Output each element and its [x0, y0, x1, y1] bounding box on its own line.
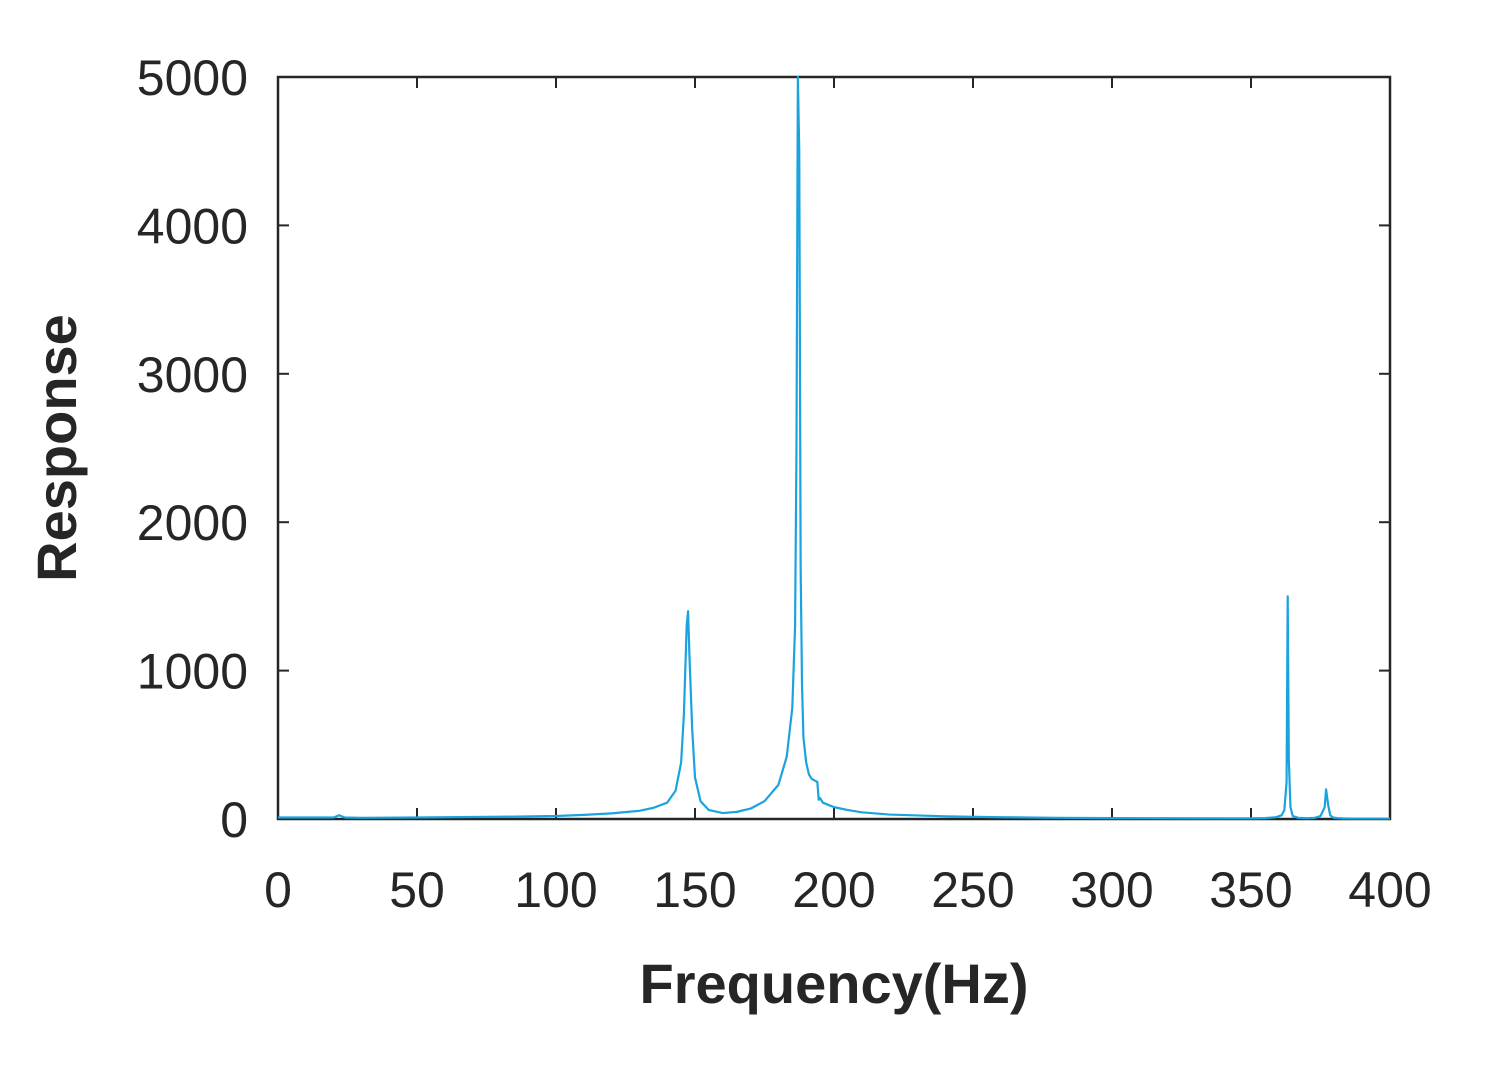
x-tick-label: 350: [1209, 862, 1292, 918]
axis-ticks: [277, 76, 1391, 820]
x-tick-label: 50: [389, 862, 445, 918]
x-tick-labels: 0 50 100 150 200 250 300 350 400: [264, 862, 1432, 918]
y-tick-label: 4000: [137, 198, 248, 254]
y-tick-label: 3000: [137, 347, 248, 403]
x-tick-label: 150: [653, 862, 736, 918]
x-tick-label: 300: [1070, 862, 1153, 918]
y-tick-label: 0: [220, 792, 248, 848]
x-tick-label: 200: [792, 862, 875, 918]
y-tick-label: 1000: [137, 644, 248, 700]
plot-area: [276, 75, 1392, 821]
y-tick-labels: 0 1000 2000 3000 4000 5000: [137, 50, 248, 848]
x-tick-label: 400: [1348, 862, 1431, 918]
y-tick-label: 5000: [137, 50, 248, 106]
x-tick-label: 0: [264, 862, 292, 918]
y-axis-label: Response: [25, 314, 88, 582]
x-tick-label: 250: [931, 862, 1014, 918]
x-axis-label: Frequency(Hz): [640, 952, 1029, 1015]
y-tick-label: 2000: [137, 495, 248, 551]
x-tick-label: 100: [514, 862, 597, 918]
response-series-line: [278, 75, 1390, 820]
